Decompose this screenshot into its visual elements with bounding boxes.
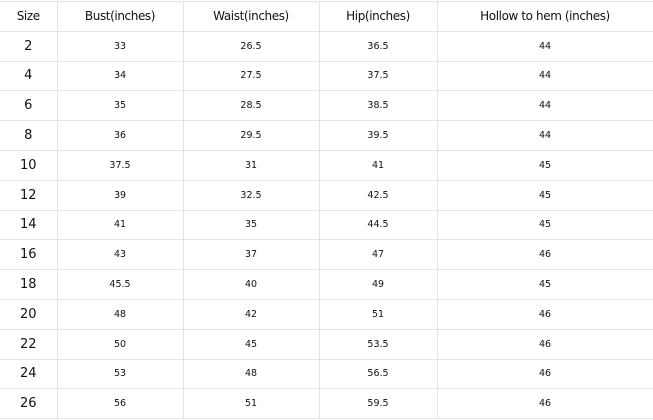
cell-bust: 37.5 <box>56 149 184 181</box>
cell-waist: 32.5 <box>182 179 320 211</box>
cell-waist: 51 <box>182 388 320 420</box>
table-row: 26 56 51 59.5 46 <box>0 388 653 420</box>
table-row: 14 41 35 44.5 45 <box>0 209 653 241</box>
cell-hollow-to-hem: 45 <box>436 269 653 300</box>
header-hip: Hip(inches) <box>318 1 438 32</box>
cell-size: 22 <box>0 328 58 360</box>
cell-waist: 35 <box>182 209 320 241</box>
cell-size: 10 <box>0 149 58 181</box>
table-row: 22 50 45 53.5 46 <box>0 328 653 360</box>
cell-hip: 38.5 <box>318 90 438 122</box>
cell-waist: 29.5 <box>182 120 320 151</box>
cell-bust: 50 <box>56 328 184 360</box>
cell-hip: 53.5 <box>318 328 438 360</box>
header-waist: Waist(inches) <box>182 1 320 32</box>
cell-waist: 45 <box>182 328 320 360</box>
cell-bust: 34 <box>56 60 184 92</box>
cell-size: 4 <box>0 60 58 92</box>
cell-hip: 44.5 <box>318 209 438 241</box>
cell-waist: 31 <box>182 149 320 181</box>
cell-bust: 48 <box>56 298 184 330</box>
table-row: 2 33 26.5 36.5 44 <box>0 30 653 62</box>
cell-waist: 48 <box>182 358 320 390</box>
cell-hip: 56.5 <box>318 358 438 390</box>
cell-bust: 53 <box>56 358 184 390</box>
cell-hollow-to-hem: 46 <box>436 388 653 420</box>
cell-size: 18 <box>0 269 58 300</box>
header-size: Size <box>0 1 58 32</box>
cell-waist: 28.5 <box>182 90 320 122</box>
cell-bust: 36 <box>56 120 184 151</box>
cell-bust: 39 <box>56 179 184 211</box>
cell-size: 24 <box>0 358 58 390</box>
table-row: 10 37.5 31 41 45 <box>0 149 653 181</box>
cell-hip: 37.5 <box>318 60 438 92</box>
cell-bust: 35 <box>56 90 184 122</box>
cell-bust: 45.5 <box>56 269 184 300</box>
cell-hollow-to-hem: 45 <box>436 179 653 211</box>
cell-waist: 42 <box>182 298 320 330</box>
cell-hollow-to-hem: 46 <box>436 298 653 330</box>
cell-size: 16 <box>0 239 58 271</box>
table-row: 8 36 29.5 39.5 44 <box>0 120 653 151</box>
table-row: 24 53 48 56.5 46 <box>0 358 653 390</box>
cell-hollow-to-hem: 44 <box>436 90 653 122</box>
table-row: 18 45.5 40 49 45 <box>0 269 653 300</box>
header-bust: Bust(inches) <box>56 1 184 32</box>
cell-hip: 51 <box>318 298 438 330</box>
cell-hollow-to-hem: 44 <box>436 30 653 62</box>
table-row: 12 39 32.5 42.5 45 <box>0 179 653 211</box>
cell-hollow-to-hem: 44 <box>436 60 653 92</box>
cell-hip: 36.5 <box>318 30 438 62</box>
cell-waist: 27.5 <box>182 60 320 92</box>
table-row: 6 35 28.5 38.5 44 <box>0 90 653 122</box>
cell-hip: 47 <box>318 239 438 271</box>
table-row: 4 34 27.5 37.5 44 <box>0 60 653 92</box>
cell-waist: 40 <box>182 269 320 300</box>
cell-size: 8 <box>0 120 58 151</box>
cell-size: 14 <box>0 209 58 241</box>
cell-hollow-to-hem: 46 <box>436 328 653 360</box>
cell-hollow-to-hem: 45 <box>436 149 653 181</box>
cell-size: 12 <box>0 179 58 211</box>
cell-hollow-to-hem: 46 <box>436 239 653 271</box>
table-row: 16 43 37 47 46 <box>0 239 653 271</box>
cell-hollow-to-hem: 46 <box>436 358 653 390</box>
cell-bust: 33 <box>56 30 184 62</box>
cell-size: 26 <box>0 388 58 420</box>
cell-hip: 59.5 <box>318 388 438 420</box>
cell-hip: 39.5 <box>318 120 438 151</box>
cell-hollow-to-hem: 45 <box>436 209 653 241</box>
cell-waist: 37 <box>182 239 320 271</box>
cell-hip: 42.5 <box>318 179 438 211</box>
cell-hip: 49 <box>318 269 438 300</box>
cell-bust: 41 <box>56 209 184 241</box>
header-row: Size Bust(inches) Waist(inches) Hip(inch… <box>0 1 653 32</box>
cell-size: 6 <box>0 90 58 122</box>
cell-size: 2 <box>0 30 58 62</box>
cell-bust: 56 <box>56 388 184 420</box>
table-row: 20 48 42 51 46 <box>0 298 653 330</box>
cell-bust: 43 <box>56 239 184 271</box>
cell-size: 20 <box>0 298 58 330</box>
cell-waist: 26.5 <box>182 30 320 62</box>
cell-hollow-to-hem: 44 <box>436 120 653 151</box>
cell-hip: 41 <box>318 149 438 181</box>
header-hollow-to-hem: Hollow to hem (inches) <box>436 1 653 32</box>
